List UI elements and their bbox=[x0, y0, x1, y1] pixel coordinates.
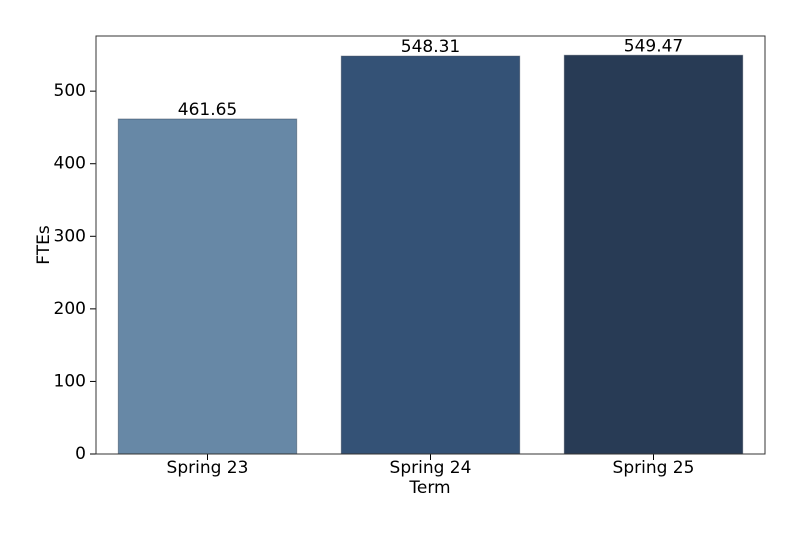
y-axis-label: FTEs bbox=[34, 225, 54, 265]
x-tick-label: Spring 24 bbox=[390, 458, 472, 478]
y-tick-label: 400 bbox=[54, 154, 86, 174]
x-tick-label: Spring 25 bbox=[613, 458, 695, 478]
x-tick-label: Spring 23 bbox=[167, 458, 249, 478]
y-tick-label: 100 bbox=[54, 371, 86, 391]
bar bbox=[340, 55, 521, 455]
y-tick-label: 500 bbox=[54, 81, 86, 101]
y-tick-label: 200 bbox=[54, 299, 86, 319]
y-tick-label: 0 bbox=[75, 444, 86, 464]
value-label: 548.31 bbox=[401, 37, 460, 57]
value-label: 549.47 bbox=[624, 36, 683, 56]
plot-frame bbox=[95, 35, 766, 455]
bar bbox=[117, 118, 298, 455]
bar bbox=[563, 54, 744, 455]
x-axis-label: Term bbox=[408, 478, 450, 498]
y-tick-label: 300 bbox=[54, 226, 86, 246]
value-label: 461.65 bbox=[178, 100, 237, 120]
